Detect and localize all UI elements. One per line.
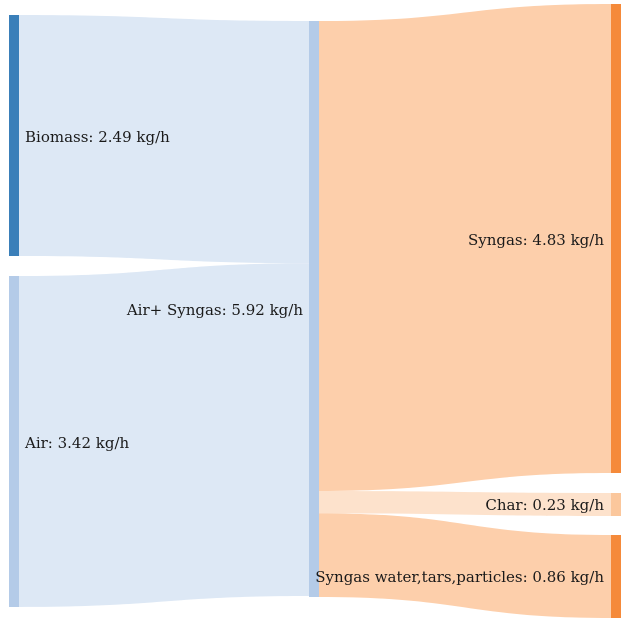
link-air_syngas-to-syngas_water: [319, 513, 611, 618]
sankey-nodes: [9, 4, 621, 618]
node-label-char: Char: 0.23 kg/h: [485, 496, 604, 514]
node-label-air-syngas: Air+ Syngas: 5.92 kg/h: [126, 301, 304, 319]
node-label-biomass: Biomass: 2.49 kg/h: [25, 128, 170, 146]
link-air-to-air_syngas: [19, 263, 309, 607]
node-label-syngas: Syngas: 4.83 kg/h: [468, 231, 604, 249]
node-bar-char: [611, 493, 621, 516]
node-bar-air-syngas: [309, 21, 319, 597]
node-label-air: Air: 3.42 kg/h: [24, 434, 130, 452]
node-bar-biomass: [9, 15, 19, 256]
node-bar-syngas-water: [611, 535, 621, 618]
node-label-syngas-water: Syngas water,tars,particles: 0.86 kg/h: [315, 568, 604, 586]
sankey-labels: Biomass: 2.49 kg/h Air: 3.42 kg/h Air+ S…: [24, 128, 604, 586]
link-air_syngas-to-char: [319, 490, 611, 516]
node-bar-syngas: [611, 4, 621, 473]
link-air_syngas-to-syngas: [319, 4, 611, 491]
link-biomass-to-air_syngas: [19, 15, 309, 264]
sankey-links: [19, 4, 611, 618]
node-bar-air: [9, 276, 19, 607]
